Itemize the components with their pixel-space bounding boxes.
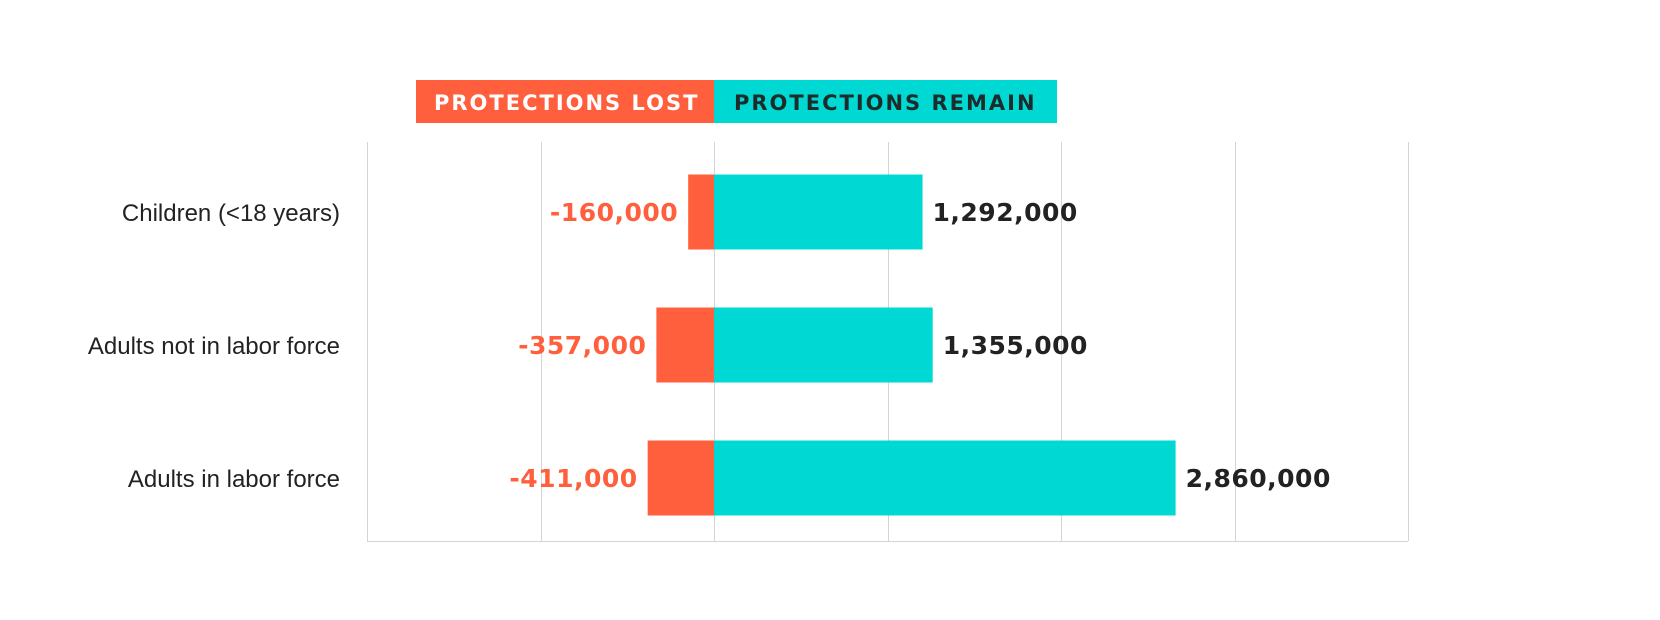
legend-lost-swatch <box>416 80 714 123</box>
category-label-2: Adults in labor force <box>128 466 340 493</box>
bar-remain-2 <box>714 440 1176 516</box>
legend-remain-label: PROTECTIONS REMAIN <box>734 91 1037 115</box>
value-label-lost-1: -357,000 <box>518 331 646 360</box>
labels: Children (<18 years) -160,000 1,292,000 Adu… <box>88 198 1331 493</box>
category-label-0: Children (<18 years) <box>122 200 340 227</box>
legend-remain-swatch <box>714 80 1057 123</box>
bar-remain-1 <box>714 307 933 383</box>
value-label-lost-2: -411,000 <box>509 464 637 493</box>
value-label-remain-2: 2,860,000 <box>1186 464 1331 493</box>
value-label-remain-1: 1,355,000 <box>943 331 1088 360</box>
value-label-lost-0: -160,000 <box>550 198 678 227</box>
category-label-1: Adults not in labor force <box>88 333 340 360</box>
bar-lost-2 <box>647 440 714 516</box>
legend: PROTECTIONS LOST PROTECTIONS REMAIN <box>416 80 1057 123</box>
value-label-remain-0: 1,292,000 <box>933 198 1078 227</box>
bar-lost-1 <box>656 307 714 383</box>
legend-lost-label: PROTECTIONS LOST <box>434 91 699 115</box>
bars <box>647 174 1176 516</box>
bar-lost-0 <box>688 174 714 250</box>
bar-remain-0 <box>714 174 923 250</box>
